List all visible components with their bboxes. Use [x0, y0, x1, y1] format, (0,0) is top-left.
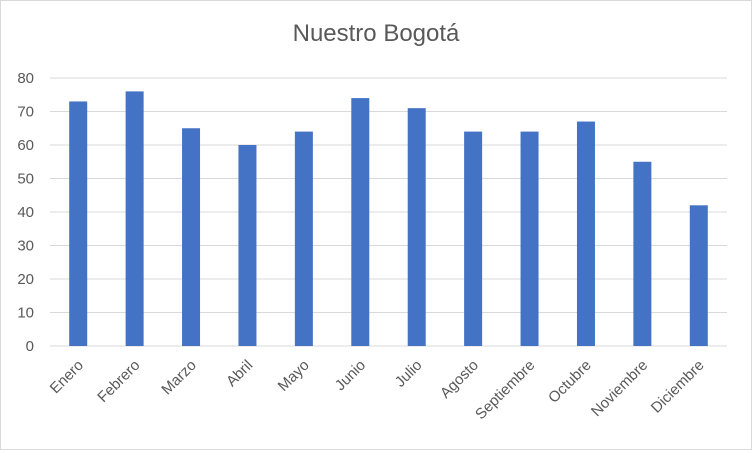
bar-agosto — [464, 131, 483, 346]
x-tick-label: Enero — [47, 357, 87, 397]
bar-febrero — [125, 91, 144, 347]
bars — [69, 91, 708, 347]
y-tick-label: 60 — [17, 137, 34, 154]
x-tick-label: Septiembre — [472, 357, 538, 423]
x-tick-label: Octubre — [545, 357, 595, 407]
x-tick-label: Junio — [332, 357, 369, 394]
bar-noviembre — [633, 161, 652, 346]
x-axis-ticks: Enero Febrero Marzo Abril Mayo Junio Julio Agos… — [47, 357, 708, 423]
y-tick-label: 40 — [17, 204, 34, 221]
bar-octubre — [576, 121, 595, 346]
y-tick-label: 70 — [17, 104, 34, 121]
x-tick-label: Diciembre — [648, 357, 708, 417]
bar-diciembre — [689, 205, 708, 346]
bar-julio — [407, 108, 426, 347]
x-tick-label: Marzo — [158, 357, 199, 398]
bar-abril — [238, 145, 257, 346]
y-tick-label: 20 — [17, 271, 34, 288]
y-tick-label: 30 — [17, 238, 34, 255]
x-tick-label: Febrero — [94, 357, 143, 406]
bar-marzo — [182, 128, 201, 346]
x-tick-label: Julio — [392, 357, 426, 391]
x-tick-label: Abril — [223, 357, 256, 390]
bar-mayo — [294, 131, 313, 346]
x-tick-label: Mayo — [275, 357, 313, 395]
bar-enero — [69, 101, 88, 346]
y-tick-label: 50 — [17, 171, 34, 188]
y-tick-label: 0 — [26, 338, 34, 355]
y-tick-label: 10 — [17, 305, 34, 322]
bar-junio — [351, 98, 370, 346]
y-tick-label: 80 — [17, 70, 34, 87]
chart-title: Nuestro Bogotá — [292, 20, 460, 47]
bar-septiembre — [520, 131, 539, 346]
y-axis-ticks: 0 10 20 30 40 50 60 70 80 — [17, 70, 34, 355]
gridlines — [50, 77, 727, 347]
x-tick-label: Noviembre — [588, 357, 651, 420]
x-tick-label: Agosto — [437, 357, 482, 402]
